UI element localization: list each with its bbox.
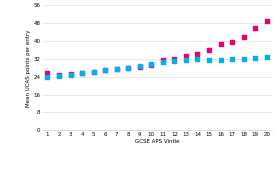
A-Level (184, 54, 188, 57)
BTEC (184, 59, 188, 62)
BTEC (218, 58, 223, 61)
A-Level (149, 64, 153, 67)
BTEC (161, 61, 165, 64)
BTEC (45, 76, 50, 79)
BTEC (91, 71, 96, 74)
BTEC (80, 72, 84, 75)
A-Level (172, 58, 177, 60)
Y-axis label: Mean UCAS points per entry: Mean UCAS points per entry (26, 29, 31, 107)
A-Level (103, 69, 107, 72)
A-Level (68, 72, 73, 75)
A-Level (264, 20, 269, 22)
BTEC (264, 55, 269, 58)
A-Level (115, 68, 119, 71)
X-axis label: GCSE APS Vintle: GCSE APS Vintle (135, 139, 179, 144)
BTEC (149, 63, 153, 66)
A-Level (253, 26, 257, 29)
BTEC (241, 58, 246, 60)
BTEC (103, 69, 107, 72)
A-Level (161, 59, 165, 62)
BTEC (207, 59, 211, 62)
BTEC (230, 58, 234, 60)
BTEC (126, 66, 130, 69)
A-Level (195, 53, 200, 56)
BTEC (138, 64, 142, 67)
BTEC (172, 59, 177, 62)
A-Level (218, 43, 223, 46)
BTEC (57, 74, 61, 77)
BTEC (115, 68, 119, 70)
A-Level (80, 71, 84, 74)
A-Level (207, 49, 211, 52)
A-Level (91, 70, 96, 73)
BTEC (68, 73, 73, 76)
A-Level (57, 73, 61, 76)
A-Level (230, 41, 234, 44)
BTEC (253, 56, 257, 59)
A-Level (45, 72, 50, 75)
A-Level (138, 65, 142, 68)
A-Level (126, 67, 130, 70)
A-Level (241, 35, 246, 38)
BTEC (195, 58, 200, 61)
